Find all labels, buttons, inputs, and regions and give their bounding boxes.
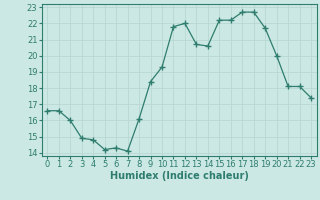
X-axis label: Humidex (Indice chaleur): Humidex (Indice chaleur) bbox=[110, 171, 249, 181]
